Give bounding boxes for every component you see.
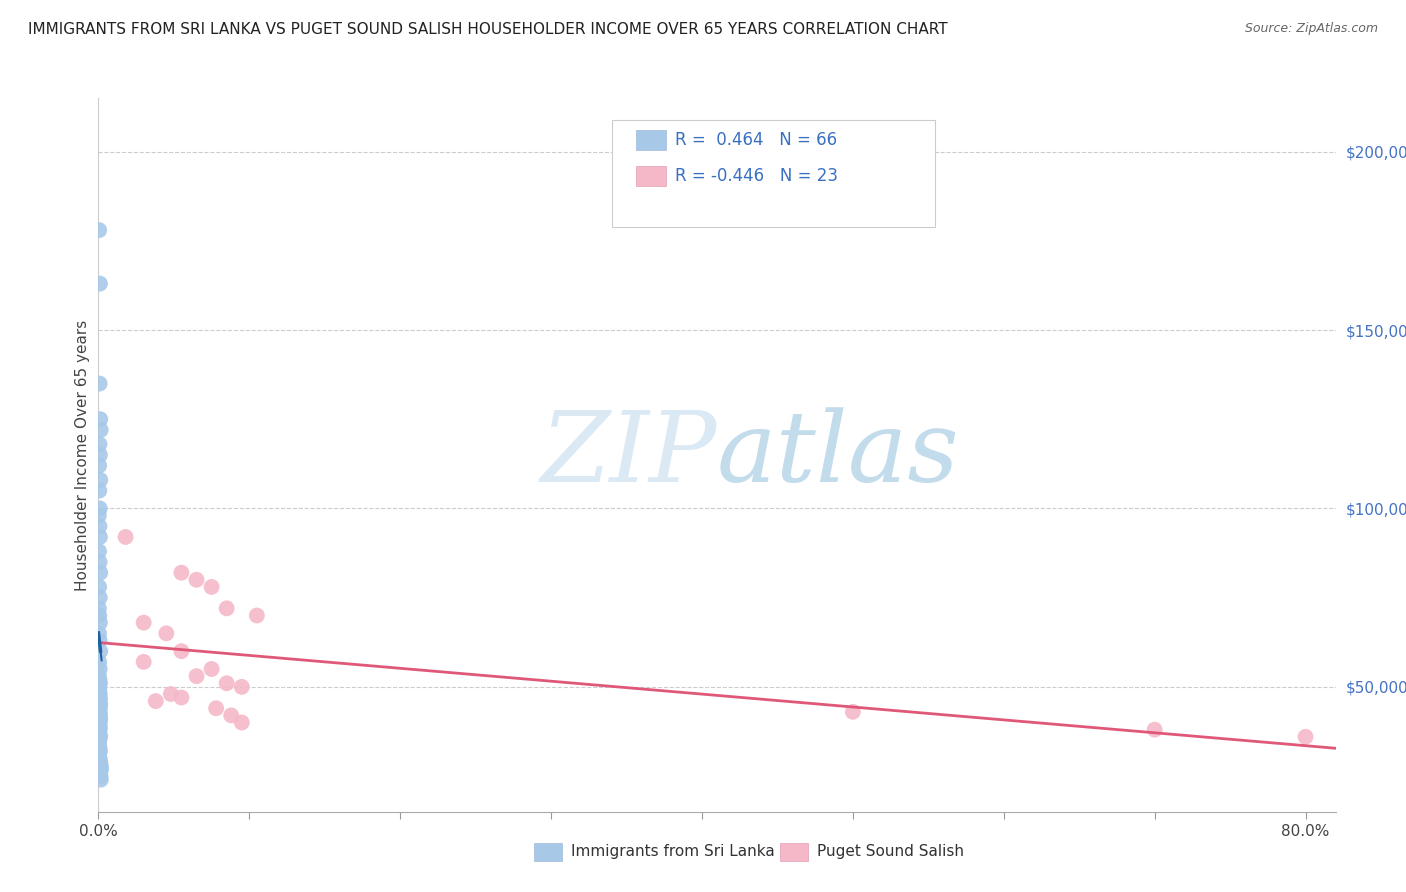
Point <box>90 758 112 772</box>
Point <box>89 712 111 726</box>
Point <box>89 765 111 780</box>
Point <box>89 726 111 740</box>
Point <box>145 694 167 708</box>
Point <box>170 566 193 580</box>
Point <box>89 437 111 451</box>
Point <box>200 662 222 676</box>
Point <box>89 483 111 498</box>
Point <box>89 519 111 533</box>
Point <box>231 680 253 694</box>
Point <box>87 669 110 683</box>
Point <box>90 772 112 787</box>
Point <box>205 701 228 715</box>
Point <box>89 555 111 569</box>
Point <box>160 687 183 701</box>
Point <box>200 580 222 594</box>
Point <box>170 644 193 658</box>
Point <box>89 699 111 714</box>
Point <box>89 376 111 391</box>
Point <box>89 448 111 462</box>
Point <box>89 721 111 735</box>
Text: IMMIGRANTS FROM SRI LANKA VS PUGET SOUND SALISH HOUSEHOLDER INCOME OVER 65 YEARS: IMMIGRANTS FROM SRI LANKA VS PUGET SOUND… <box>28 22 948 37</box>
Point <box>87 694 110 708</box>
Point <box>89 277 111 291</box>
Point <box>89 755 111 769</box>
Point <box>114 530 136 544</box>
Point <box>155 626 177 640</box>
Point <box>89 530 111 544</box>
Point <box>89 706 111 721</box>
Point <box>87 601 110 615</box>
Point <box>89 412 111 426</box>
Point <box>89 733 111 747</box>
Point <box>89 698 111 712</box>
Point <box>87 689 110 703</box>
Point <box>89 696 111 710</box>
Point <box>89 719 111 733</box>
Text: R =  0.464   N = 66: R = 0.464 N = 66 <box>675 131 837 149</box>
Point <box>132 615 155 630</box>
Y-axis label: Householder Income Over 65 years: Householder Income Over 65 years <box>75 319 90 591</box>
Text: Source: ZipAtlas.com: Source: ZipAtlas.com <box>1244 22 1378 36</box>
Point <box>186 669 208 683</box>
Point <box>90 423 112 437</box>
Point <box>89 715 111 730</box>
Point <box>90 769 112 783</box>
Point <box>215 601 238 615</box>
Point <box>89 223 111 237</box>
Point <box>89 633 111 648</box>
Point <box>89 705 111 719</box>
Point <box>87 708 110 723</box>
Point <box>186 573 208 587</box>
Point <box>246 608 269 623</box>
Point <box>89 683 111 698</box>
Point <box>89 473 111 487</box>
Point <box>87 747 110 762</box>
Text: ZIP: ZIP <box>541 408 717 502</box>
Text: Puget Sound Salish: Puget Sound Salish <box>817 845 965 859</box>
Point <box>89 644 111 658</box>
Point <box>89 608 111 623</box>
Point <box>89 710 111 724</box>
Text: Immigrants from Sri Lanka: Immigrants from Sri Lanka <box>571 845 775 859</box>
Point <box>231 715 253 730</box>
Point <box>89 566 111 580</box>
Point <box>89 458 111 473</box>
Point <box>89 690 111 705</box>
Point <box>87 723 110 737</box>
Point <box>87 544 110 558</box>
Point <box>842 705 865 719</box>
Point <box>89 687 111 701</box>
Point <box>89 701 111 715</box>
Point <box>89 740 111 755</box>
Text: atlas: atlas <box>717 408 960 502</box>
Point <box>89 580 111 594</box>
Point <box>87 737 110 751</box>
Point <box>89 662 111 676</box>
Point <box>89 655 111 669</box>
Point <box>87 703 110 717</box>
Point <box>89 692 111 706</box>
Point <box>1295 730 1317 744</box>
Point <box>89 714 111 728</box>
Point <box>87 680 110 694</box>
Point <box>87 508 110 523</box>
Point <box>132 655 155 669</box>
Point <box>1143 723 1166 737</box>
Point <box>89 676 111 690</box>
Point <box>89 501 111 516</box>
Point <box>89 751 111 765</box>
Point <box>89 615 111 630</box>
Point <box>215 676 238 690</box>
Point <box>89 673 111 687</box>
Point <box>87 717 110 731</box>
Point <box>219 708 242 723</box>
Point <box>89 730 111 744</box>
Point <box>170 690 193 705</box>
Point <box>89 591 111 605</box>
Point <box>89 744 111 758</box>
Point <box>87 626 110 640</box>
Point <box>90 762 112 776</box>
Text: R = -0.446   N = 23: R = -0.446 N = 23 <box>675 167 838 185</box>
